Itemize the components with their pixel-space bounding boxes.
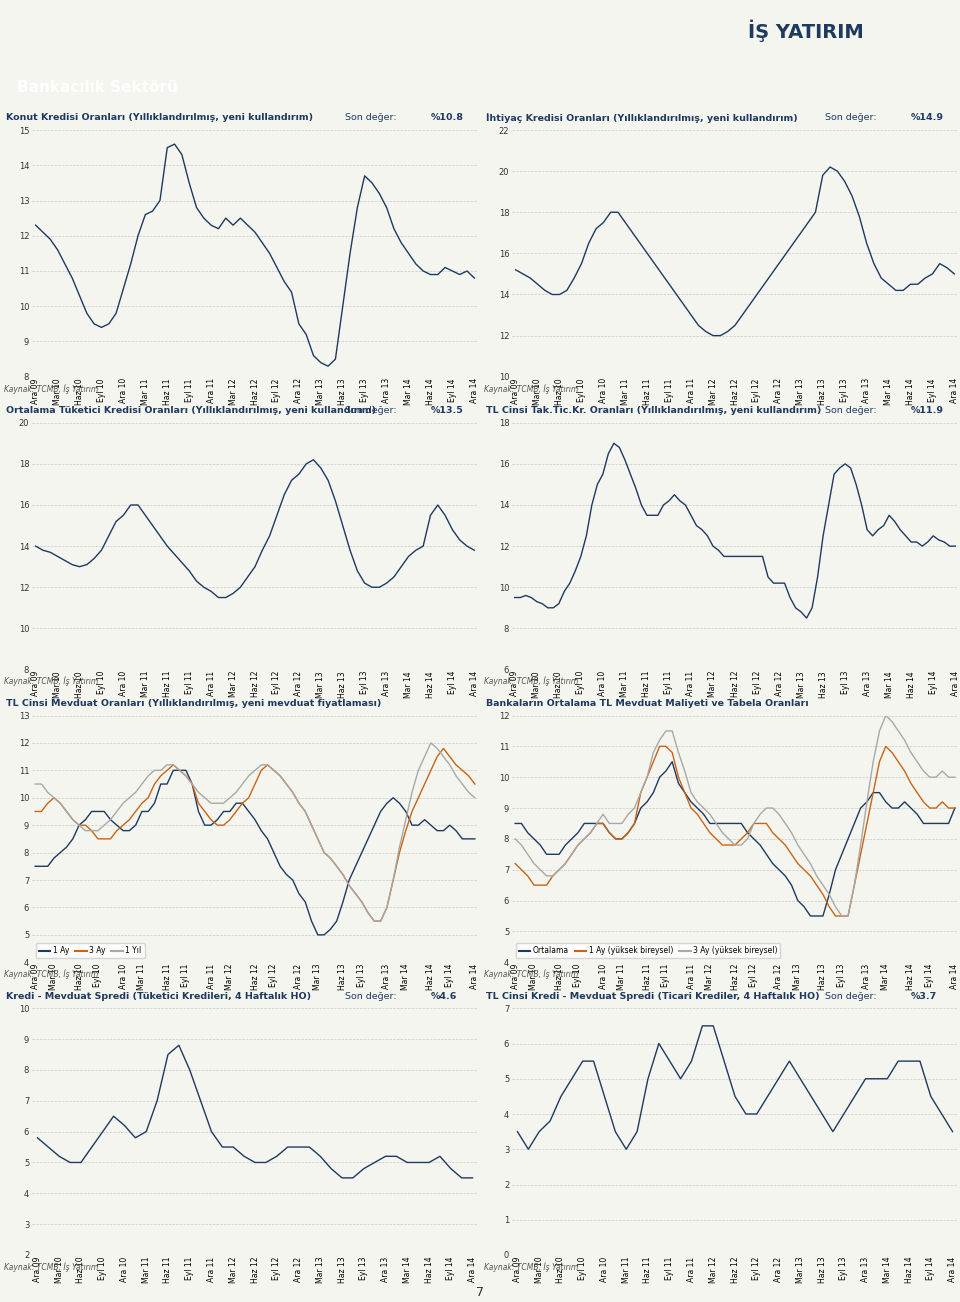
Text: Son değer:: Son değer: [825, 113, 876, 122]
Text: Ortalama Tüketici Kredisi Oranları (Yıllıklandırılmış, yeni kullandırım): Ortalama Tüketici Kredisi Oranları (Yıll… [6, 406, 375, 415]
Text: %14.9: %14.9 [910, 113, 944, 122]
Text: TL Cinsi Kredi - Mevduat Spredi (Ticari Krediler, 4 Haftalık HO): TL Cinsi Kredi - Mevduat Spredi (Ticari … [486, 992, 820, 1001]
Text: TL Cinsi Tak.Tic.Kr. Oranları (Yıllıklandırılmış, yeni kullandırım): TL Cinsi Tak.Tic.Kr. Oranları (Yıllıklan… [486, 406, 821, 415]
Text: Son değer:: Son değer: [825, 992, 876, 1001]
Text: İŞ YATIRIM: İŞ YATIRIM [748, 20, 863, 43]
Text: Kaynak: TCMB, İş Yatırım: Kaynak: TCMB, İş Yatırım [485, 677, 579, 686]
Text: TL Cinsi Mevduat Oranları (Yıllıklandırılmış, yeni mevduat fiyatlaması): TL Cinsi Mevduat Oranları (Yıllıklandırı… [6, 699, 381, 708]
Text: %4.6: %4.6 [430, 992, 457, 1001]
Text: Kaynak: TCMB, İş Yatırım: Kaynak: TCMB, İş Yatırım [485, 1262, 579, 1272]
Text: Kaynak: TCMB, İş Yatırım: Kaynak: TCMB, İş Yatırım [5, 969, 99, 979]
Text: İhtiyaç Kredisi Oranları (Yıllıklandırılmış, yeni kullandırım): İhtiyaç Kredisi Oranları (Yıllıklandırıl… [486, 113, 798, 122]
Text: Son değer:: Son değer: [345, 406, 396, 415]
Text: Kredi - Mevduat Spredi (Tüketici Kredileri, 4 Haftalık HO): Kredi - Mevduat Spredi (Tüketici Kredile… [6, 992, 311, 1001]
Text: %3.7: %3.7 [910, 992, 937, 1001]
Text: Son değer:: Son değer: [825, 406, 876, 415]
Text: Konut Kredisi Oranları (Yıllıklandırılmış, yeni kullandırım): Konut Kredisi Oranları (Yıllıklandırılmı… [6, 113, 313, 122]
Text: Kaynak: TCMB, İş Yatırım: Kaynak: TCMB, İş Yatırım [485, 969, 579, 979]
Text: 7: 7 [476, 1285, 484, 1298]
Text: %11.9: %11.9 [910, 406, 944, 415]
Text: %10.8: %10.8 [430, 113, 464, 122]
Text: Kaynak: TCMB, İş Yatırım: Kaynak: TCMB, İş Yatırım [5, 677, 99, 686]
Text: Son değer:: Son değer: [345, 113, 396, 122]
Text: Kaynak: TCMB, İş Yatırım: Kaynak: TCMB, İş Yatırım [5, 384, 99, 393]
Legend: 1 Ay, 3 Ay, 1 Yıl: 1 Ay, 3 Ay, 1 Yıl [36, 944, 145, 958]
Text: %13.5: %13.5 [430, 406, 463, 415]
Legend: Ortalama, 1 Ay (yüksek bireysel), 3 Ay (yüksek bireysel): Ortalama, 1 Ay (yüksek bireysel), 3 Ay (… [516, 944, 780, 958]
Text: Son değer:: Son değer: [345, 992, 396, 1001]
Text: Bankacılık Sektörü: Bankacılık Sektörü [17, 79, 178, 95]
Text: Kaynak: TCMB, İş Yatırım: Kaynak: TCMB, İş Yatırım [485, 384, 579, 393]
Text: Bankaların Ortalama TL Mevduat Maliyeti ve Tabela Oranları: Bankaların Ortalama TL Mevduat Maliyeti … [486, 699, 808, 708]
Text: Kaynak: TCMB, İş Yatırım: Kaynak: TCMB, İş Yatırım [5, 1262, 99, 1272]
